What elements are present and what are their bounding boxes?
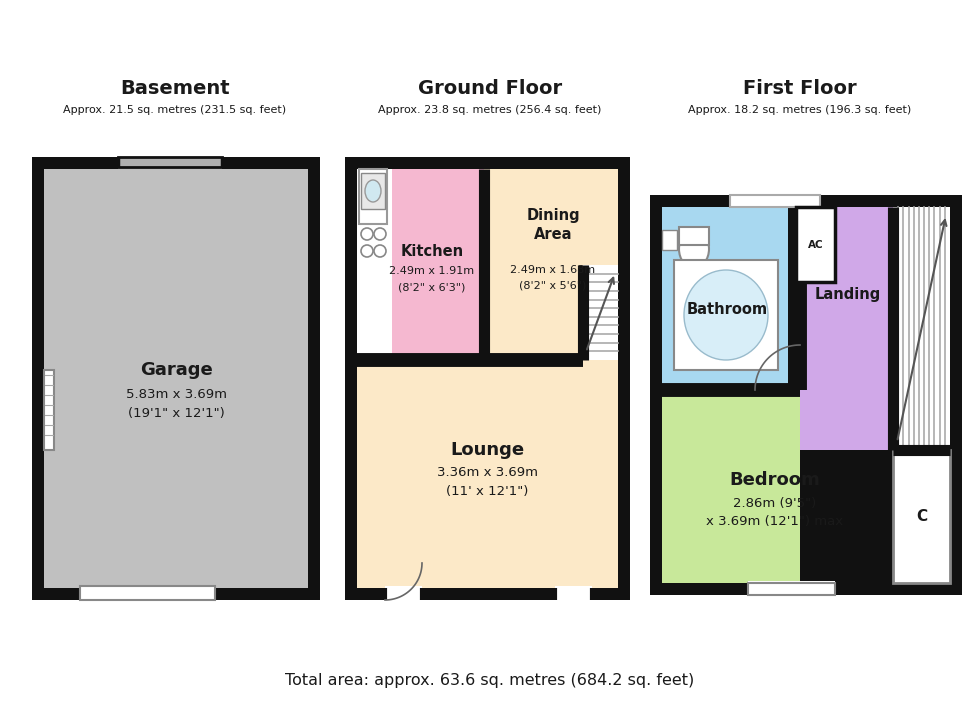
Bar <box>44 169 308 588</box>
Bar <box>583 265 618 360</box>
Bar <box>748 583 835 595</box>
Text: Kitchen: Kitchen <box>401 244 464 259</box>
Text: (8'2" x 5'6"): (8'2" x 5'6") <box>519 281 587 291</box>
Bar <box>662 390 800 583</box>
Text: Total area: approx. 63.6 sq. metres (684.2 sq. feet): Total area: approx. 63.6 sq. metres (684… <box>285 673 695 688</box>
Bar <box>357 169 392 360</box>
Bar <box>80 586 215 600</box>
Bar <box>392 169 484 360</box>
Text: Landing: Landing <box>815 288 881 303</box>
Bar <box>796 207 835 282</box>
Bar <box>357 360 618 588</box>
Text: (11' x 12'1"): (11' x 12'1") <box>446 484 528 498</box>
Bar <box>118 157 222 167</box>
Text: x 3.69m (12'1") max: x 3.69m (12'1") max <box>707 515 844 528</box>
Text: Bathroom: Bathroom <box>686 303 767 318</box>
Text: 3.36m x 3.69m: 3.36m x 3.69m <box>436 466 537 479</box>
Text: Dining
Area: Dining Area <box>526 208 580 242</box>
Bar <box>359 169 387 224</box>
Text: Ground Floor: Ground Floor <box>417 78 563 98</box>
Text: Bedroom: Bedroom <box>730 471 820 489</box>
Text: Lounge: Lounge <box>450 441 524 459</box>
Bar <box>893 450 950 583</box>
Bar <box>345 157 630 600</box>
Text: Approx. 18.2 sq. metres (196.3 sq. feet): Approx. 18.2 sq. metres (196.3 sq. feet) <box>688 105 911 115</box>
Text: 2.86m (9'5"): 2.86m (9'5") <box>733 496 816 510</box>
Circle shape <box>361 245 373 257</box>
Text: First Floor: First Floor <box>743 78 857 98</box>
Bar <box>44 370 54 450</box>
Text: (8'2" x 6'3"): (8'2" x 6'3") <box>398 282 466 292</box>
Bar <box>662 230 677 250</box>
Text: Approx. 21.5 sq. metres (231.5 sq. feet): Approx. 21.5 sq. metres (231.5 sq. feet) <box>64 105 286 115</box>
Bar <box>118 157 222 173</box>
Text: Garage: Garage <box>139 361 213 379</box>
Bar <box>730 195 820 207</box>
Ellipse shape <box>365 180 381 202</box>
Bar <box>32 157 320 600</box>
Bar <box>650 195 962 595</box>
Bar <box>555 586 592 602</box>
Text: Approx. 23.8 sq. metres (256.4 sq. feet): Approx. 23.8 sq. metres (256.4 sq. feet) <box>378 105 602 115</box>
Bar <box>674 260 778 370</box>
Circle shape <box>374 228 386 240</box>
Text: Basement: Basement <box>121 78 230 98</box>
Text: 2.49m x 1.91m: 2.49m x 1.91m <box>389 266 474 276</box>
Bar <box>662 207 788 390</box>
Bar <box>748 581 835 597</box>
Ellipse shape <box>679 230 709 268</box>
Bar <box>800 207 893 450</box>
Bar <box>893 207 950 450</box>
Text: 2.49m x 1.68m: 2.49m x 1.68m <box>511 265 596 275</box>
Text: 5.83m x 3.69m: 5.83m x 3.69m <box>125 389 226 402</box>
Text: C: C <box>916 509 927 524</box>
Circle shape <box>361 228 373 240</box>
Bar <box>679 227 709 245</box>
Ellipse shape <box>684 270 768 360</box>
Bar <box>361 173 385 209</box>
Text: (19'1" x 12'1"): (19'1" x 12'1") <box>127 407 224 419</box>
Text: AC: AC <box>808 239 823 249</box>
Bar <box>484 169 618 360</box>
Bar <box>385 586 422 602</box>
Circle shape <box>374 245 386 257</box>
